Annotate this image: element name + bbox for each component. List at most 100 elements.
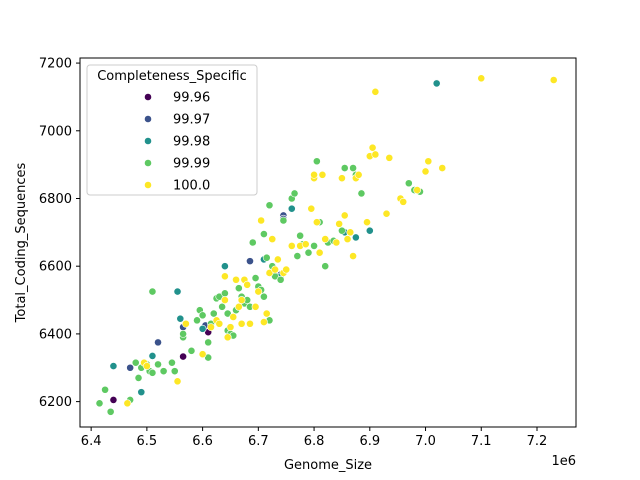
data-point [106, 407, 115, 416]
data-point [477, 74, 486, 83]
y-axis-ticks: 6200 6400 6600 6800 7000 7200 [39, 57, 80, 410]
data-point [260, 318, 268, 326]
data-point [385, 153, 394, 162]
data-point [232, 275, 240, 284]
data-point [193, 316, 201, 325]
data-point [154, 338, 162, 347]
y-axis-label: Total_Coding_Sequences [14, 162, 29, 323]
data-point [246, 257, 254, 266]
data-point [204, 353, 213, 362]
data-point [265, 269, 274, 277]
data-point [170, 367, 179, 376]
data-point [287, 241, 296, 250]
legend-item: 99.99 [144, 157, 210, 172]
x-tick-label: 6.9 [359, 434, 380, 449]
y-tick-label: 6400 [39, 327, 72, 342]
x-tick-label: 7.1 [471, 434, 492, 449]
data-point [424, 157, 433, 166]
x-tick-label: 6.5 [137, 434, 158, 449]
legend-item: 99.97 [144, 113, 210, 128]
data-point [262, 253, 271, 262]
data-point [343, 235, 352, 244]
x-axis-label: Genome_Size [284, 458, 372, 473]
data-point [404, 179, 413, 188]
data-point [399, 197, 408, 206]
data-point [371, 150, 380, 159]
legend-label: 100.0 [173, 179, 210, 194]
data-point [226, 323, 235, 332]
data-point [421, 167, 430, 176]
data-point [338, 226, 346, 235]
legend-label: 99.96 [173, 91, 210, 106]
data-point [179, 329, 187, 338]
x-tick-label: 6.7 [248, 434, 269, 449]
x-axis-offset-label: 1e6 [551, 454, 576, 469]
legend-title: Completeness_Specific [97, 69, 247, 84]
x-tick-label: 6.6 [192, 434, 213, 449]
plot-frame [79, 57, 577, 428]
data-point [549, 76, 558, 84]
x-axis-ticks: 6.4 6.5 6.6 6.7 6.8 6.9 7.0 7.1 7.2 [81, 427, 547, 449]
y-tick-label: 7000 [39, 124, 72, 139]
data-point [349, 252, 357, 260]
data-point [254, 287, 263, 296]
data-point [432, 79, 441, 88]
legend-label: 99.98 [173, 135, 210, 150]
data-point [293, 252, 302, 260]
data-point [168, 358, 176, 367]
data-point [340, 164, 349, 172]
data-point [134, 374, 143, 382]
data-point [321, 235, 330, 244]
data-point [287, 204, 296, 213]
points-layer [95, 74, 558, 416]
data-point [296, 231, 305, 240]
data-point [338, 174, 346, 183]
data-point [126, 363, 135, 372]
data-point [204, 338, 213, 347]
legend-marker [144, 115, 152, 123]
data-point [365, 226, 374, 235]
data-point [209, 309, 218, 318]
y-tick-label: 6600 [39, 260, 72, 275]
data-point [438, 164, 447, 172]
data-point [321, 262, 330, 271]
data-point [354, 170, 363, 179]
data-point [251, 302, 260, 311]
data-point [310, 170, 318, 179]
data-point [215, 292, 224, 301]
data-point [273, 255, 282, 264]
legend-marker [144, 181, 152, 189]
y-tick-label: 7200 [39, 57, 72, 72]
data-point [271, 265, 279, 274]
data-point [148, 352, 157, 360]
data-point [332, 238, 341, 247]
data-point [257, 216, 266, 225]
data-point [246, 319, 254, 328]
data-point [335, 219, 344, 228]
data-point [179, 352, 187, 361]
data-point [173, 287, 182, 296]
data-point [142, 362, 151, 370]
data-point [265, 201, 274, 210]
data-point [237, 319, 246, 328]
data-point [368, 143, 377, 152]
data-point [312, 157, 321, 166]
data-point [198, 311, 207, 320]
legend-item: 100.0 [144, 179, 210, 194]
data-point [413, 186, 422, 194]
data-point [304, 248, 313, 257]
data-point [260, 292, 268, 301]
data-point [282, 265, 291, 274]
data-point [279, 216, 288, 225]
data-point [312, 218, 321, 227]
data-point [198, 350, 207, 359]
data-point [198, 324, 207, 333]
data-point [251, 274, 260, 282]
x-tick-label: 6.8 [304, 434, 325, 449]
data-point [223, 309, 232, 318]
data-point [234, 284, 243, 293]
data-point [220, 262, 229, 271]
x-tick-label: 7.0 [415, 434, 436, 449]
data-point [307, 204, 316, 213]
data-point [207, 323, 215, 332]
